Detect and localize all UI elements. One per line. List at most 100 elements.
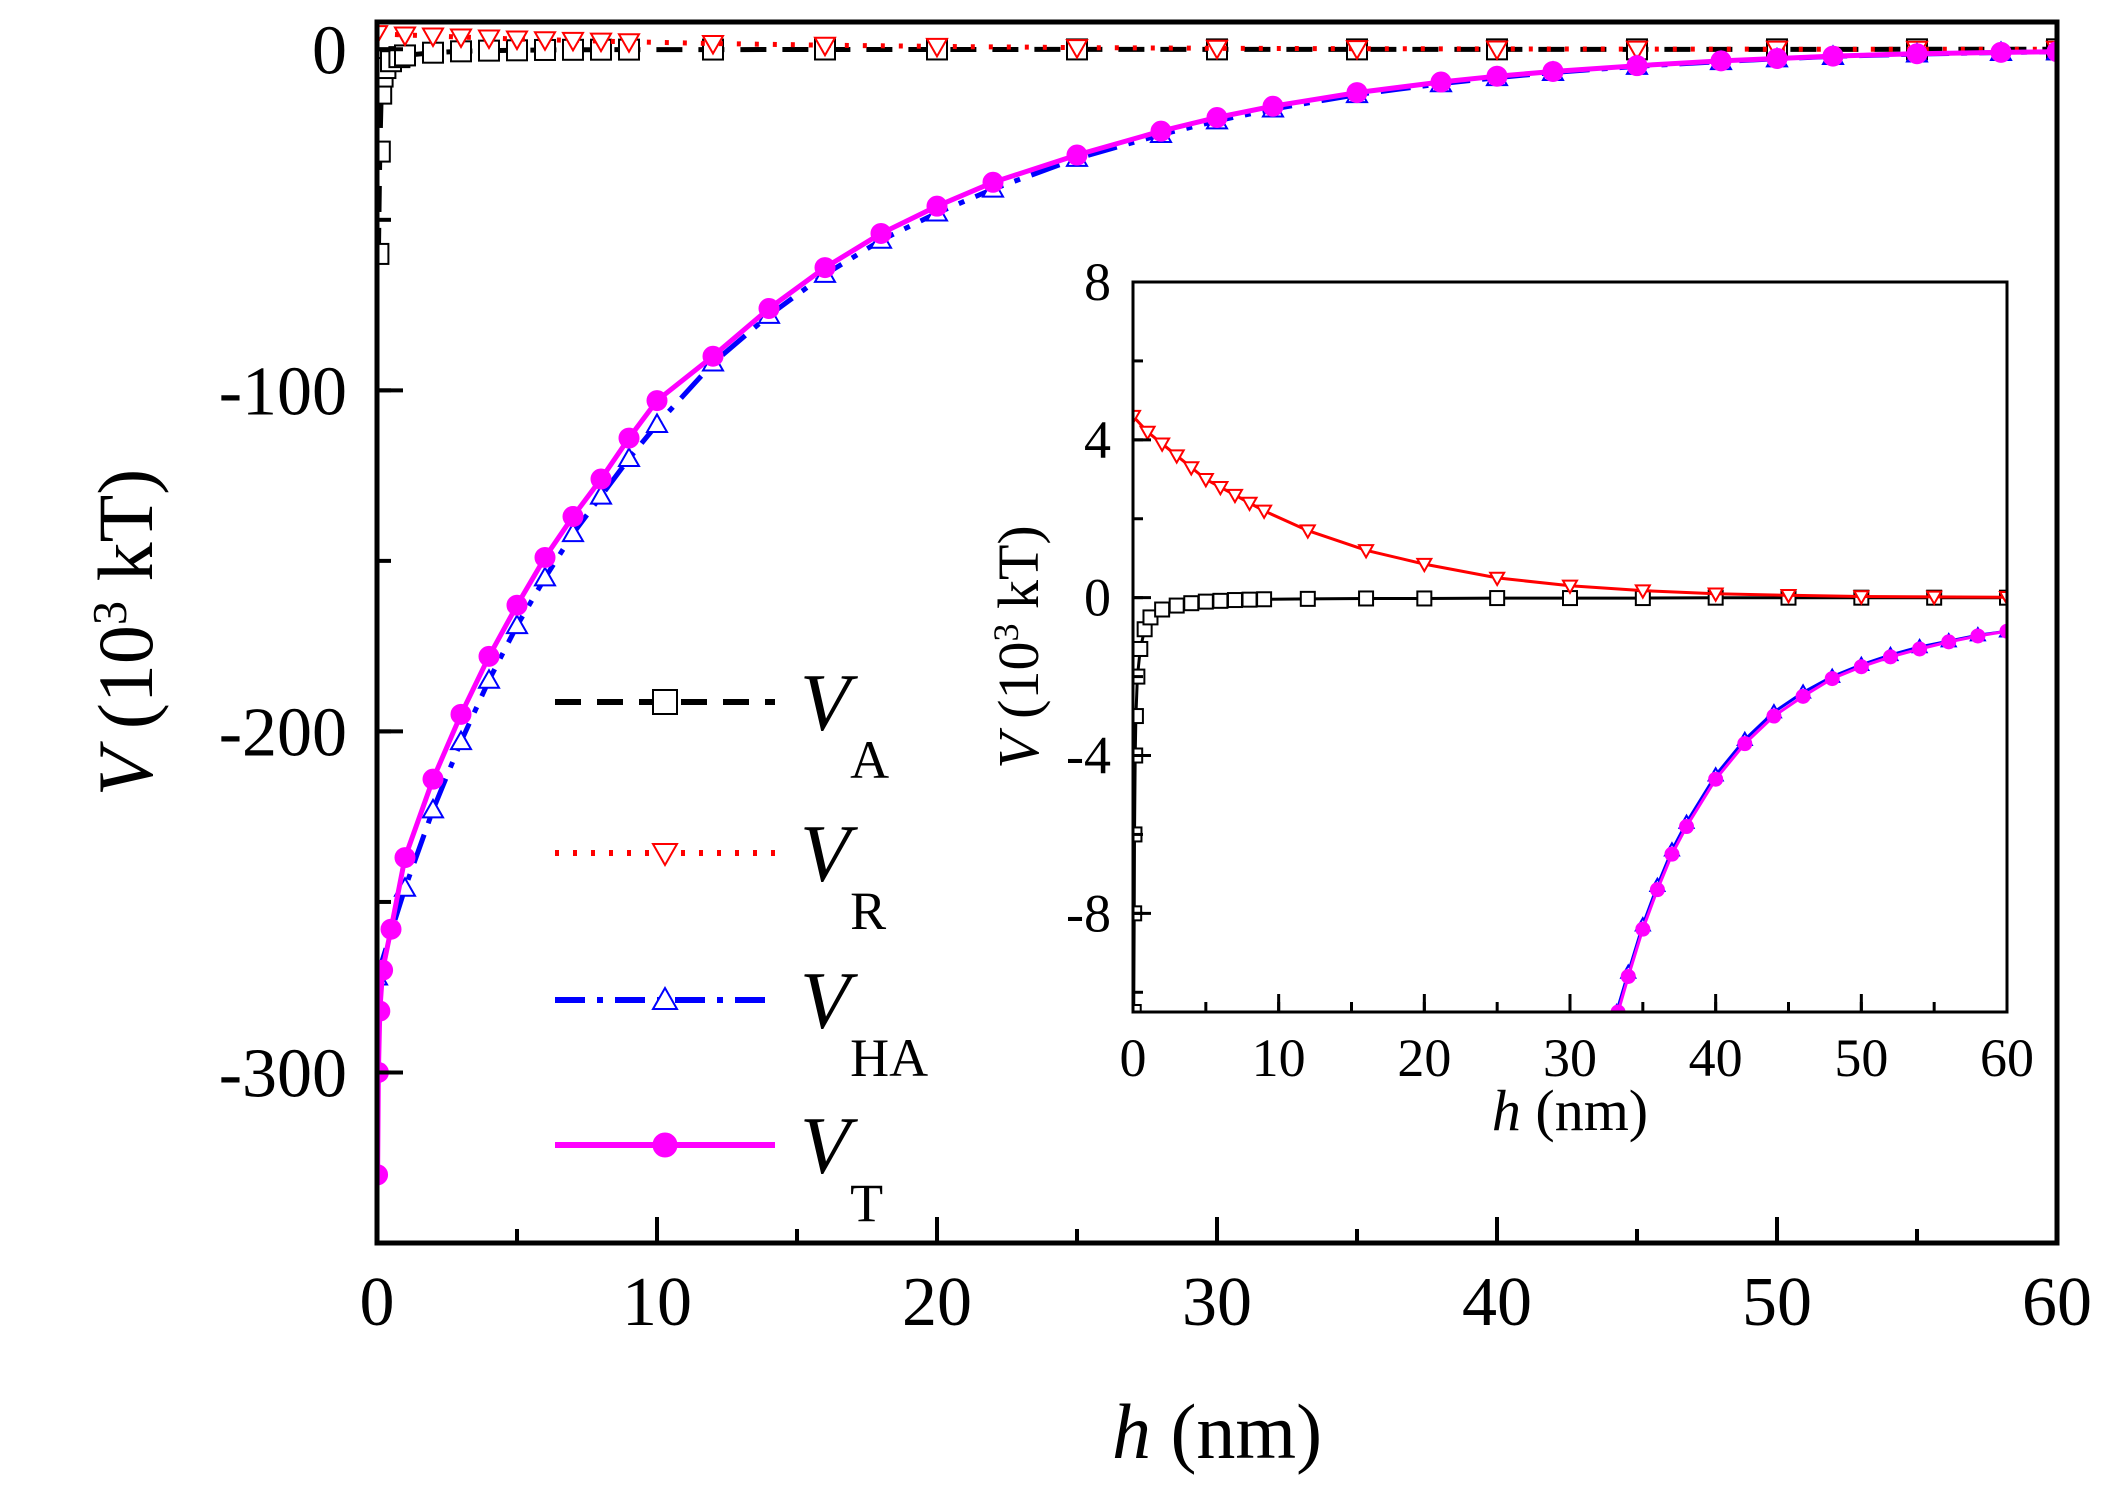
data-point-VR — [1255, 504, 1273, 520]
legend-marker-VT — [652, 1132, 678, 1158]
data-point-VT — [1882, 649, 1898, 665]
data-point-VR — [1153, 437, 1171, 453]
legend-item-VHA: VHA — [555, 955, 928, 1088]
data-point-VA — [1183, 595, 1200, 612]
series-VT-main — [377, 41, 2057, 1186]
data-point-VR — [1925, 590, 1943, 606]
data-point-VR — [1625, 40, 1649, 62]
data-point-VT — [814, 257, 836, 279]
series-line-VR — [377, 31, 2057, 52]
data-point-VR — [505, 30, 529, 52]
x-axis-label: h (nm) — [1492, 1078, 1648, 1143]
x-tick-label: 0 — [360, 1264, 395, 1341]
data-point-VT — [534, 546, 556, 568]
data-point-VT — [1610, 1004, 1626, 1012]
data-point-VR — [421, 27, 445, 48]
data-point-VT — [506, 594, 528, 616]
y-tick-label: 8 — [1084, 252, 1111, 312]
data-point-VT — [1679, 819, 1695, 835]
data-point-VA — [1133, 640, 1149, 657]
data-point-VHA — [561, 521, 585, 543]
y-axis-label: V (103 kT) — [82, 469, 169, 796]
y-tick-label: -4 — [1066, 726, 1111, 786]
data-point-VR — [925, 37, 949, 59]
data-point-VT — [394, 847, 416, 869]
data-point-VT — [1626, 55, 1648, 77]
data-point-VR — [1485, 40, 1509, 61]
data-point-VT — [1664, 846, 1680, 862]
data-point-VT — [1795, 688, 1811, 704]
data-point-VT — [1941, 634, 1957, 650]
x-tick-label: 0 — [1120, 1028, 1147, 1088]
data-point-VR — [1357, 544, 1375, 560]
data-point-VT — [1066, 144, 1088, 166]
data-point-VR — [1205, 39, 1229, 61]
data-point-VT — [380, 918, 402, 940]
data-point-VR — [1345, 40, 1369, 61]
data-point-VR — [477, 29, 501, 51]
data-point-VR — [561, 31, 585, 53]
data-point-VT — [1262, 95, 1284, 117]
data-point-VA — [377, 140, 391, 163]
legend-label-VA: VA — [800, 657, 889, 790]
legend-marker-VA — [652, 689, 678, 715]
data-point-VR — [1138, 425, 1157, 441]
data-point-VT — [1999, 623, 2007, 639]
legend-item-VR: VR — [555, 808, 886, 941]
data-point-VR — [617, 33, 641, 54]
series-VA-inset — [1133, 589, 2007, 1012]
data-point-VR — [1852, 590, 1871, 606]
data-point-VT — [1542, 60, 1564, 82]
data-point-VT — [982, 171, 1004, 193]
data-point-VR — [1197, 473, 1215, 489]
data-point-VHA — [449, 729, 473, 751]
data-point-VT — [377, 1000, 391, 1022]
data-point-VA — [1133, 708, 1144, 725]
data-point-VT — [926, 195, 948, 217]
x-tick-label: 40 — [1689, 1028, 1743, 1088]
x-tick-label: 50 — [1834, 1028, 1888, 1088]
data-point-VT — [1346, 82, 1368, 104]
x-tick-label: 40 — [1462, 1264, 1532, 1341]
data-point-VR — [1065, 39, 1089, 60]
series-VR-inset — [1133, 409, 2007, 607]
data-point-VT — [618, 427, 640, 449]
data-point-VA — [1416, 590, 1433, 607]
y-axis-label: V (103 kT) — [986, 525, 1051, 769]
data-point-VT — [377, 959, 394, 981]
data-point-VT — [1708, 771, 1724, 787]
data-point-VA — [1358, 590, 1375, 607]
data-point-VR — [1240, 496, 1259, 512]
data-point-VT — [1486, 65, 1508, 87]
data-point-VT — [1206, 106, 1228, 128]
data-point-VR — [1561, 579, 1579, 595]
series-line-VT — [377, 49, 2057, 1175]
data-point-VA — [1168, 597, 1185, 614]
data-point-VR — [1299, 524, 1317, 540]
data-point-VA — [1197, 593, 1214, 610]
data-point-VR — [393, 26, 417, 47]
data-point-VHA — [421, 797, 445, 819]
y-tick-label: 0 — [312, 12, 347, 89]
data-point-VA — [1212, 592, 1229, 609]
data-point-VA — [1226, 592, 1243, 609]
data-point-VR — [1167, 449, 1186, 465]
data-point-VR — [1488, 571, 1506, 587]
y-tick-label: -100 — [219, 353, 347, 430]
data-point-VT — [1766, 47, 1788, 69]
data-point-VT — [1970, 628, 1986, 644]
legend-marker-VR — [651, 843, 679, 868]
data-point-VT — [1635, 921, 1651, 937]
data-point-VR — [1779, 589, 1798, 605]
x-tick-label: 30 — [1182, 1264, 1252, 1341]
data-point-VR — [1226, 488, 1244, 505]
data-point-VT — [1710, 50, 1732, 72]
data-point-VR — [1211, 480, 1230, 497]
data-point-VHA — [505, 613, 529, 635]
data-point-VR — [1415, 557, 1434, 574]
data-point-VT — [646, 390, 668, 412]
y-tick-label: 4 — [1084, 410, 1111, 470]
x-tick-label: 20 — [1397, 1028, 1451, 1088]
